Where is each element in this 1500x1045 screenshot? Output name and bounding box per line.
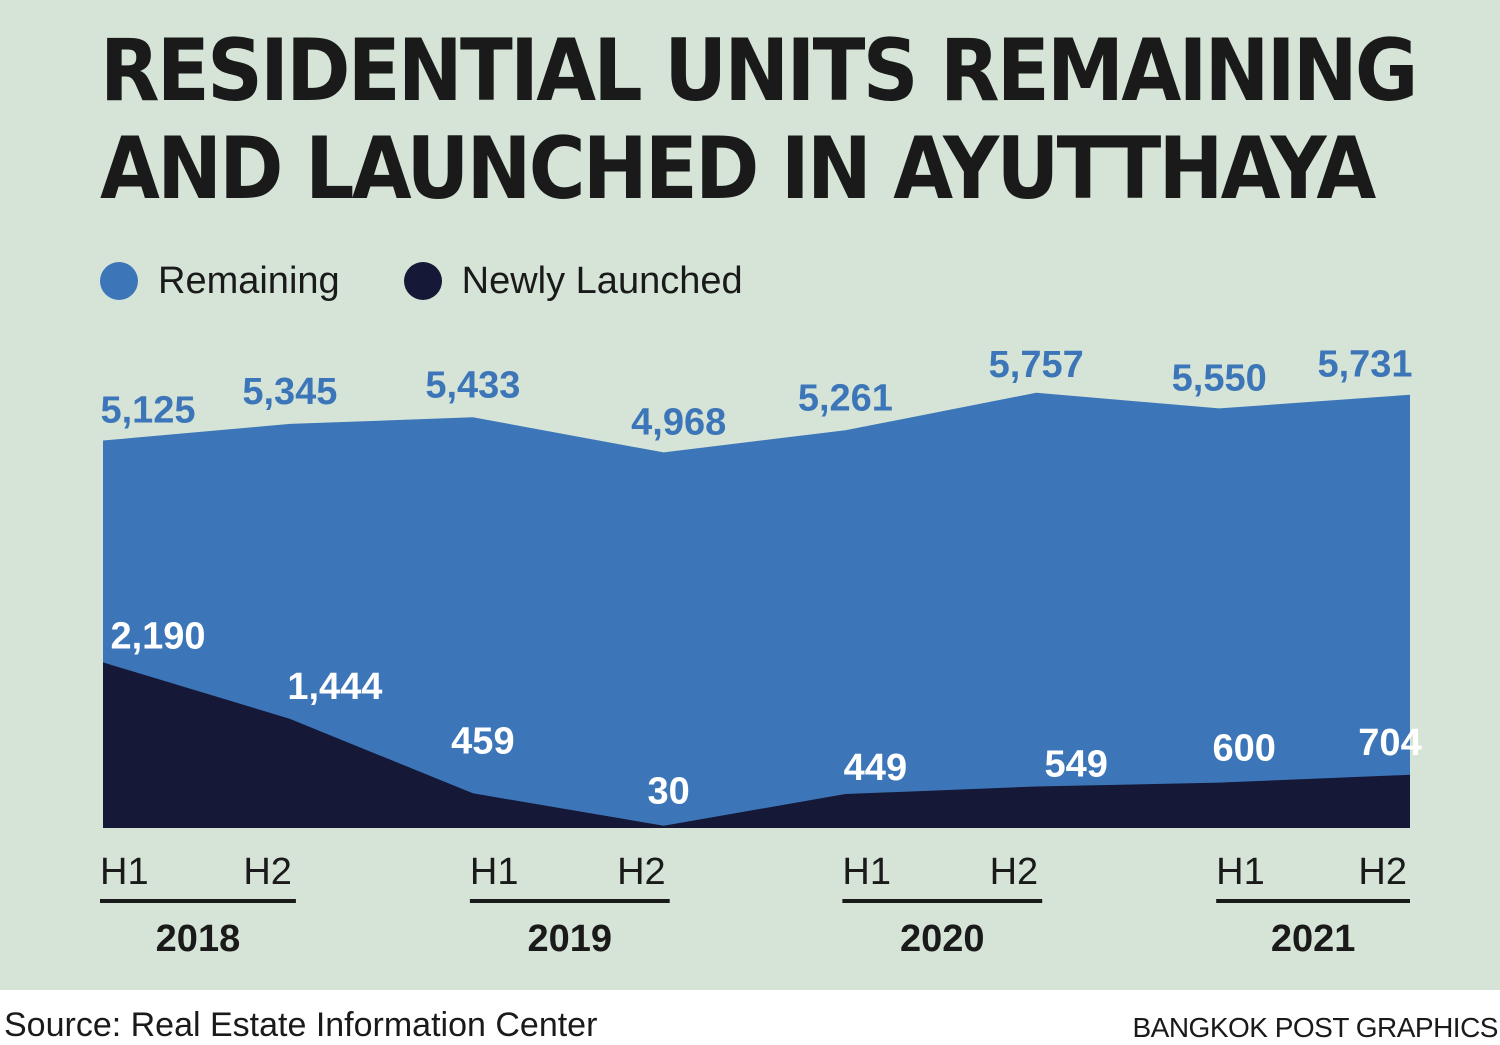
data-label-remaining-2: 5,345 bbox=[242, 371, 337, 413]
data-label-newly-launched-4: 30 bbox=[648, 771, 690, 813]
legend-swatch-remaining bbox=[100, 262, 138, 300]
x-tick-label-6: H2 bbox=[990, 851, 1039, 893]
data-label-newly-launched-1: 2,190 bbox=[110, 615, 205, 657]
legend-swatch-newly-launched bbox=[403, 262, 442, 300]
chart-title-line-1: RESIDENTIAL UNITS REMAINING bbox=[100, 21, 1418, 121]
data-label-remaining-7: 5,550 bbox=[1172, 357, 1267, 399]
data-label-remaining-6: 5,757 bbox=[989, 344, 1084, 386]
area-remaining bbox=[103, 392, 1410, 828]
x-tick-label-7: H1 bbox=[1216, 851, 1265, 893]
area-chart: 5,125 5,345 5,433 4,968 5,261 5,757 5,550 5,731… bbox=[100, 344, 1422, 960]
year-label-2019: 2019 bbox=[528, 918, 613, 960]
x-tick-label-1: H1 bbox=[100, 851, 149, 893]
legend-item-newly-launched: Newly Launched bbox=[403, 259, 743, 303]
data-label-remaining-5: 5,261 bbox=[798, 377, 893, 419]
year-label-2018: 2018 bbox=[156, 918, 241, 960]
x-tick-label-3: H1 bbox=[470, 851, 519, 893]
data-label-remaining-8: 5,731 bbox=[1317, 344, 1412, 386]
data-label-remaining-1: 5,125 bbox=[100, 390, 195, 432]
chart-title-line-2: AND LAUNCHED IN AYUTTHAYA bbox=[100, 119, 1376, 219]
data-label-newly-launched-8: 704 bbox=[1358, 722, 1421, 764]
legend-label-newly-launched: Newly Launched bbox=[461, 259, 743, 302]
data-label-newly-launched-6: 549 bbox=[1044, 743, 1107, 785]
chart-title: RESIDENTIAL UNITS REMAINING AND LAUNCHED… bbox=[100, 21, 1418, 219]
data-label-newly-launched-5: 449 bbox=[844, 747, 907, 789]
data-label-remaining-3: 5,433 bbox=[425, 364, 520, 406]
legend-item-remaining: Remaining bbox=[100, 260, 340, 303]
source-note: Source: Real Estate Information Center bbox=[4, 1006, 598, 1044]
x-tick-label-2: H2 bbox=[243, 851, 292, 893]
data-label-newly-launched-2: 1,444 bbox=[287, 666, 382, 708]
graphics-credit: BANGKOK POST GRAPHICS bbox=[1132, 1012, 1498, 1043]
data-label-remaining-4: 4,968 bbox=[631, 401, 726, 443]
x-tick-label-4: H2 bbox=[617, 851, 666, 893]
data-label-newly-launched-3: 459 bbox=[451, 720, 514, 762]
data-label-newly-launched-7: 600 bbox=[1212, 728, 1275, 770]
area-newly-launched bbox=[103, 662, 1410, 828]
year-label-2021: 2021 bbox=[1271, 918, 1356, 960]
x-tick-label-8: H2 bbox=[1358, 851, 1407, 893]
x-tick-label-5: H1 bbox=[842, 851, 891, 893]
year-label-2020: 2020 bbox=[900, 918, 985, 960]
legend-label-remaining: Remaining bbox=[158, 259, 340, 302]
chart-legend: Remaining Newly Launched bbox=[100, 258, 807, 304]
